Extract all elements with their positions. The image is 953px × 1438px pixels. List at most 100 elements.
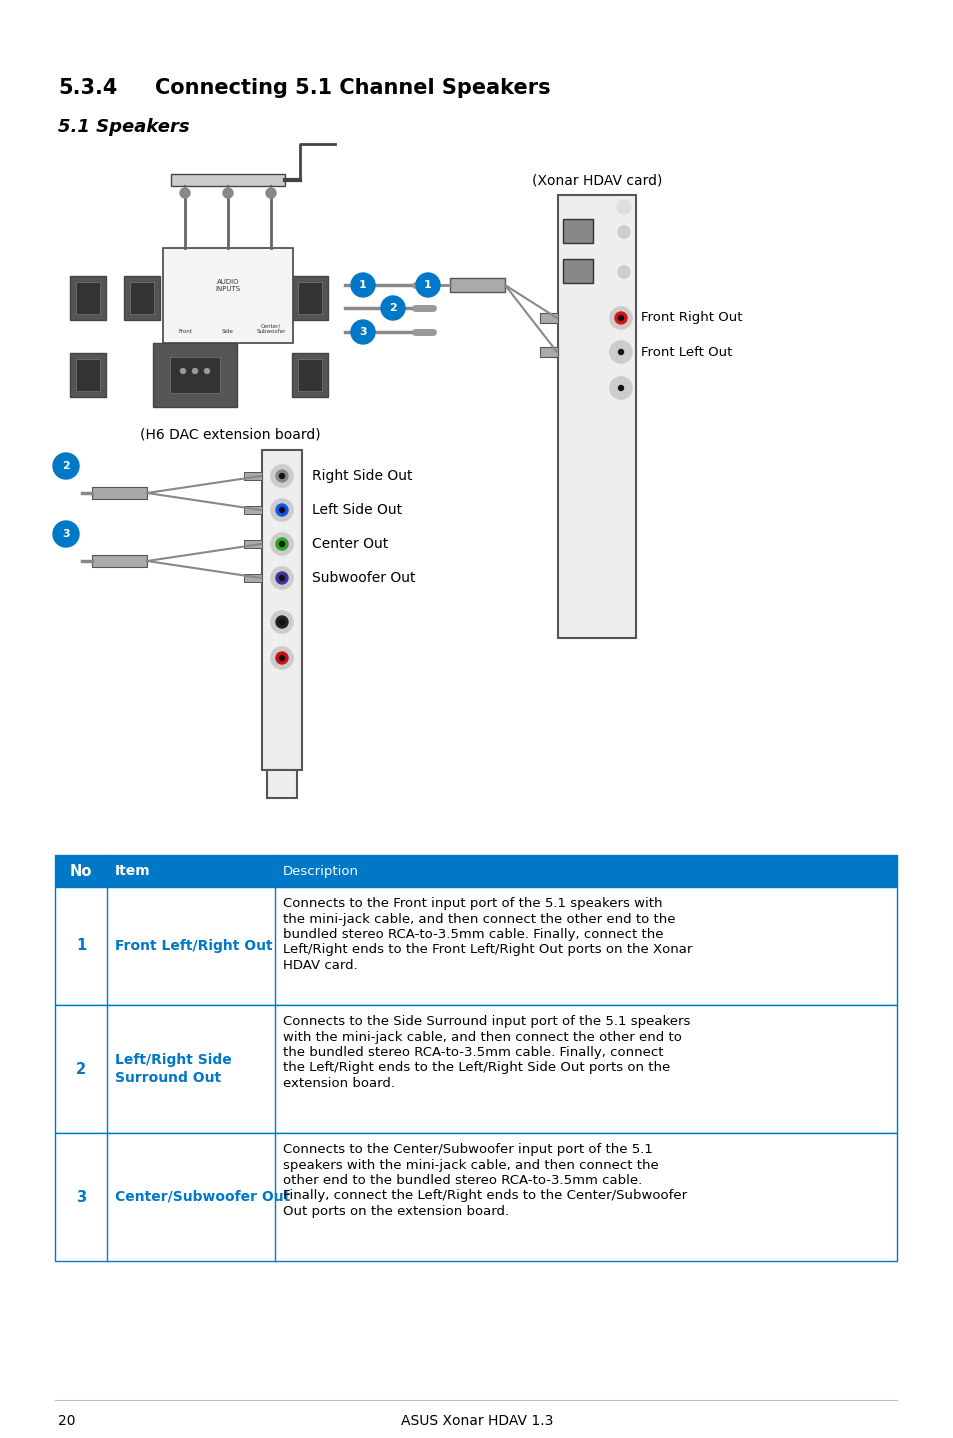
Circle shape bbox=[275, 470, 288, 482]
Circle shape bbox=[279, 542, 284, 546]
Circle shape bbox=[275, 572, 288, 584]
Text: Left/Right Side: Left/Right Side bbox=[115, 1053, 232, 1067]
Circle shape bbox=[351, 273, 375, 298]
FancyBboxPatch shape bbox=[171, 174, 285, 186]
Text: Center Out: Center Out bbox=[312, 536, 388, 551]
Text: other end to the bundled stereo RCA-to-3.5mm cable.: other end to the bundled stereo RCA-to-3… bbox=[283, 1173, 641, 1186]
FancyBboxPatch shape bbox=[244, 472, 262, 480]
Text: the Left/Right ends to the Left/Right Side Out ports on the: the Left/Right ends to the Left/Right Si… bbox=[283, 1061, 670, 1074]
FancyBboxPatch shape bbox=[297, 282, 322, 313]
FancyBboxPatch shape bbox=[70, 352, 106, 397]
Text: Front Right Out: Front Right Out bbox=[640, 312, 741, 325]
Text: Center/
Subwoofer: Center/ Subwoofer bbox=[256, 324, 285, 334]
FancyBboxPatch shape bbox=[91, 555, 147, 567]
Text: 1: 1 bbox=[76, 939, 86, 953]
Circle shape bbox=[53, 521, 79, 546]
Circle shape bbox=[275, 538, 288, 549]
FancyBboxPatch shape bbox=[91, 487, 147, 499]
Text: Description: Description bbox=[283, 866, 358, 879]
Text: Connecting 5.1 Channel Speakers: Connecting 5.1 Channel Speakers bbox=[154, 78, 550, 98]
Text: Front: Front bbox=[178, 329, 192, 334]
FancyBboxPatch shape bbox=[170, 357, 220, 393]
Circle shape bbox=[271, 464, 293, 487]
Circle shape bbox=[275, 651, 288, 664]
Text: Front Left/Right Out: Front Left/Right Out bbox=[115, 939, 273, 953]
Circle shape bbox=[279, 575, 284, 581]
Text: Connects to the Front input port of the 5.1 speakers with: Connects to the Front input port of the … bbox=[283, 897, 661, 910]
Circle shape bbox=[193, 368, 197, 374]
Text: Side: Side bbox=[222, 329, 233, 334]
FancyBboxPatch shape bbox=[539, 347, 558, 357]
Text: AUDIO
INPUTS: AUDIO INPUTS bbox=[215, 279, 240, 292]
FancyBboxPatch shape bbox=[562, 219, 593, 243]
FancyBboxPatch shape bbox=[244, 574, 262, 582]
FancyBboxPatch shape bbox=[163, 247, 293, 344]
Text: ASUS Xonar HDAV 1.3: ASUS Xonar HDAV 1.3 bbox=[400, 1414, 553, 1428]
FancyBboxPatch shape bbox=[539, 313, 558, 324]
Circle shape bbox=[279, 656, 284, 660]
Text: 1: 1 bbox=[424, 280, 432, 290]
Text: No: No bbox=[70, 863, 92, 879]
Circle shape bbox=[609, 341, 631, 362]
Circle shape bbox=[275, 503, 288, 516]
Circle shape bbox=[271, 533, 293, 555]
Circle shape bbox=[279, 473, 284, 479]
FancyBboxPatch shape bbox=[267, 769, 296, 798]
Text: 5.3.4: 5.3.4 bbox=[58, 78, 117, 98]
Text: Item: Item bbox=[115, 864, 151, 879]
Text: extension board.: extension board. bbox=[283, 1077, 395, 1090]
FancyBboxPatch shape bbox=[244, 506, 262, 513]
FancyBboxPatch shape bbox=[152, 344, 236, 407]
Circle shape bbox=[279, 508, 284, 512]
Circle shape bbox=[609, 377, 631, 398]
Text: Subwoofer Out: Subwoofer Out bbox=[312, 571, 416, 585]
Text: Out ports on the extension board.: Out ports on the extension board. bbox=[283, 1205, 509, 1218]
Circle shape bbox=[609, 306, 631, 329]
Text: 3: 3 bbox=[76, 1189, 86, 1205]
Text: Front Left Out: Front Left Out bbox=[640, 345, 732, 358]
Circle shape bbox=[416, 273, 439, 298]
Circle shape bbox=[615, 312, 626, 324]
Circle shape bbox=[618, 349, 623, 355]
Text: the bundled stereo RCA-to-3.5mm cable. Finally, connect: the bundled stereo RCA-to-3.5mm cable. F… bbox=[283, 1045, 662, 1058]
Text: 20: 20 bbox=[58, 1414, 75, 1428]
FancyBboxPatch shape bbox=[292, 352, 328, 397]
FancyBboxPatch shape bbox=[130, 282, 153, 313]
Circle shape bbox=[618, 315, 623, 321]
Text: the mini-jack cable, and then connect the other end to the: the mini-jack cable, and then connect th… bbox=[283, 913, 675, 926]
Circle shape bbox=[615, 347, 626, 358]
Text: 2: 2 bbox=[62, 462, 70, 472]
Text: (H6 DAC extension board): (H6 DAC extension board) bbox=[139, 429, 320, 441]
Text: Left Side Out: Left Side Out bbox=[312, 503, 402, 518]
FancyBboxPatch shape bbox=[450, 278, 504, 292]
Circle shape bbox=[275, 615, 288, 628]
Circle shape bbox=[271, 499, 293, 521]
FancyBboxPatch shape bbox=[124, 276, 160, 321]
Circle shape bbox=[180, 188, 190, 198]
Circle shape bbox=[204, 368, 210, 374]
Circle shape bbox=[53, 453, 79, 479]
Text: 5.1 Speakers: 5.1 Speakers bbox=[58, 118, 190, 137]
Circle shape bbox=[271, 647, 293, 669]
FancyBboxPatch shape bbox=[76, 360, 100, 391]
Text: Surround Out: Surround Out bbox=[115, 1071, 221, 1086]
Circle shape bbox=[180, 368, 185, 374]
FancyBboxPatch shape bbox=[55, 887, 896, 1005]
Text: 1: 1 bbox=[358, 280, 367, 290]
Text: 3: 3 bbox=[359, 326, 366, 336]
FancyBboxPatch shape bbox=[76, 282, 100, 313]
Text: Finally, connect the Left/Right ends to the Center/Subwoofer: Finally, connect the Left/Right ends to … bbox=[283, 1189, 686, 1202]
FancyBboxPatch shape bbox=[55, 856, 896, 887]
Circle shape bbox=[615, 383, 626, 394]
FancyBboxPatch shape bbox=[297, 360, 322, 391]
Circle shape bbox=[380, 296, 405, 321]
Text: Left/Right ends to the Front Left/Right Out ports on the Xonar: Left/Right ends to the Front Left/Right … bbox=[283, 943, 692, 956]
Circle shape bbox=[271, 567, 293, 590]
Circle shape bbox=[271, 611, 293, 633]
Text: HDAV card.: HDAV card. bbox=[283, 959, 357, 972]
Text: Connects to the Side Surround input port of the 5.1 speakers: Connects to the Side Surround input port… bbox=[283, 1015, 690, 1028]
FancyBboxPatch shape bbox=[55, 1005, 896, 1133]
Text: Right Side Out: Right Side Out bbox=[312, 469, 412, 483]
Text: Center/Subwoofer Out: Center/Subwoofer Out bbox=[115, 1191, 290, 1204]
FancyBboxPatch shape bbox=[244, 541, 262, 548]
